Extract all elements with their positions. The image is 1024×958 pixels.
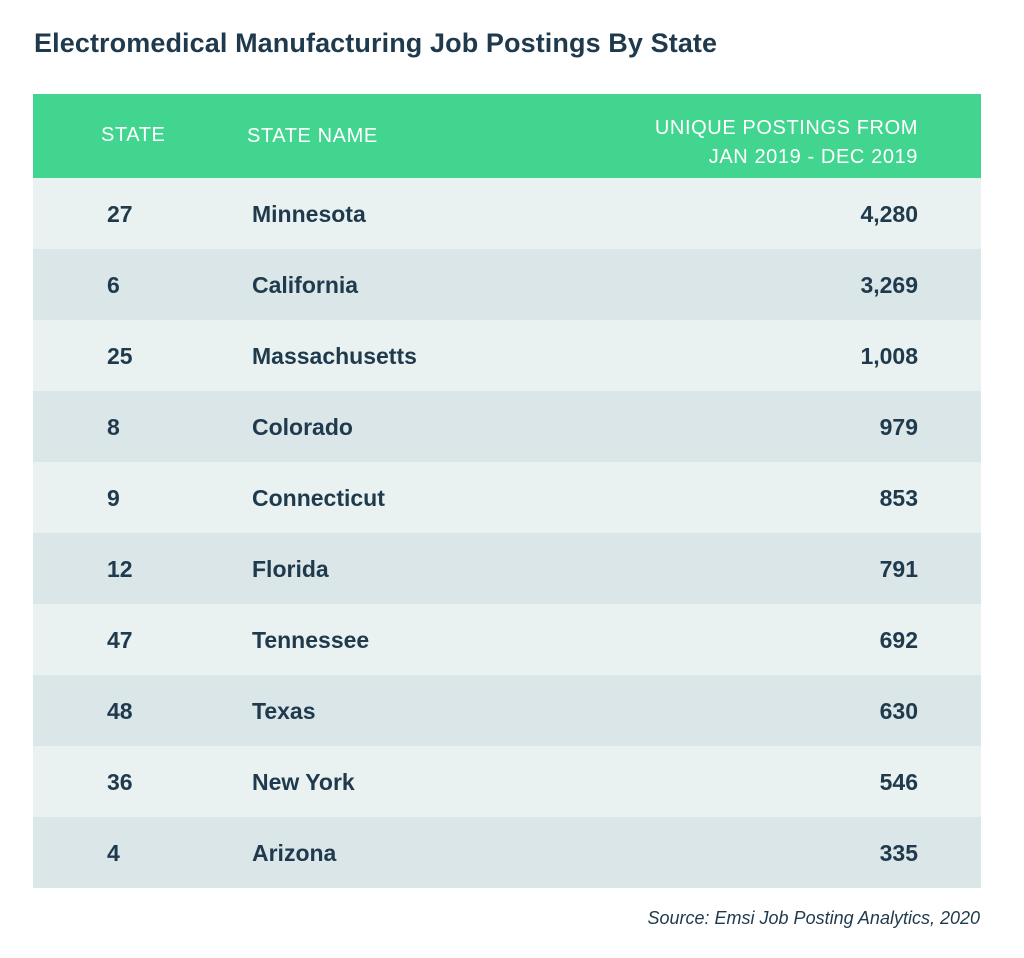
cell-state-name: Connecticut — [252, 485, 385, 511]
cell-state-name: Minnesota — [252, 201, 366, 227]
cell-unique-postings: 335 — [879, 840, 918, 866]
header-state: STATE — [101, 124, 166, 146]
cell-state-name: New York — [252, 769, 355, 795]
table-row: 12 Florida 791 — [33, 533, 981, 604]
table-row: 4 Arizona 335 — [33, 817, 981, 888]
cell-state-name: Massachusetts — [252, 343, 417, 369]
header-unique-postings: UNIQUE POSTINGS FROM JAN 2019 - DEC 2019 — [655, 114, 918, 172]
cell-unique-postings: 979 — [879, 414, 918, 440]
cell-state: 12 — [107, 556, 133, 582]
cell-state-name: California — [252, 272, 359, 298]
cell-state: 9 — [107, 485, 120, 511]
cell-state: 48 — [107, 698, 133, 724]
cell-unique-postings: 546 — [879, 769, 918, 795]
table-body: 27 Minnesota 4,280 6 California 3,269 25 Massac… — [33, 178, 981, 888]
cell-state-name: Tennessee — [252, 627, 370, 653]
chart-title: Electromedical Manufacturing Job Posting… — [34, 28, 718, 58]
table-row: 47 Tennessee 692 — [33, 604, 981, 675]
cell-state-name: Colorado — [252, 414, 353, 440]
header-state-name: STATE NAME — [247, 125, 378, 147]
cell-state: 25 — [107, 343, 133, 369]
table-row: 9 Connecticut 853 — [33, 462, 981, 533]
cell-unique-postings: 630 — [879, 698, 918, 724]
header-postings-line-1: UNIQUE POSTINGS FROM — [654, 117, 918, 139]
cell-state: 4 — [107, 840, 120, 866]
cell-unique-postings: 692 — [879, 627, 918, 653]
table-row: 25 Massachusetts 1,008 — [33, 320, 981, 391]
cell-unique-postings: 4,280 — [860, 201, 918, 227]
cell-state-name: Arizona — [252, 840, 337, 866]
cell-state-name: Florida — [252, 556, 329, 582]
cell-state: 6 — [107, 272, 120, 298]
cell-unique-postings: 1,008 — [860, 343, 918, 369]
table-row: 48 Texas 630 — [33, 675, 981, 746]
cell-state: 27 — [107, 201, 133, 227]
cell-state: 8 — [107, 414, 120, 440]
cell-unique-postings: 3,269 — [860, 272, 918, 298]
table-header: STATE STATE NAME UNIQUE POSTINGS FROM JA… — [33, 94, 981, 178]
cell-unique-postings: 791 — [879, 556, 918, 582]
postings-table: STATE STATE NAME UNIQUE POSTINGS FROM JA… — [33, 94, 981, 888]
cell-state: 47 — [107, 627, 133, 653]
header-postings-line-2: JAN 2019 - DEC 2019 — [708, 146, 918, 168]
cell-unique-postings: 853 — [879, 485, 918, 511]
table-row: 36 New York 546 — [33, 746, 981, 817]
source-note: Source: Emsi Job Posting Analytics, 2020 — [647, 908, 981, 928]
cell-state-name: Texas — [252, 698, 316, 724]
table-row: 8 Colorado 979 — [33, 391, 981, 462]
cell-state: 36 — [107, 769, 133, 795]
table-row: 6 California 3,269 — [33, 249, 981, 320]
table-row: 27 Minnesota 4,280 — [33, 178, 981, 249]
